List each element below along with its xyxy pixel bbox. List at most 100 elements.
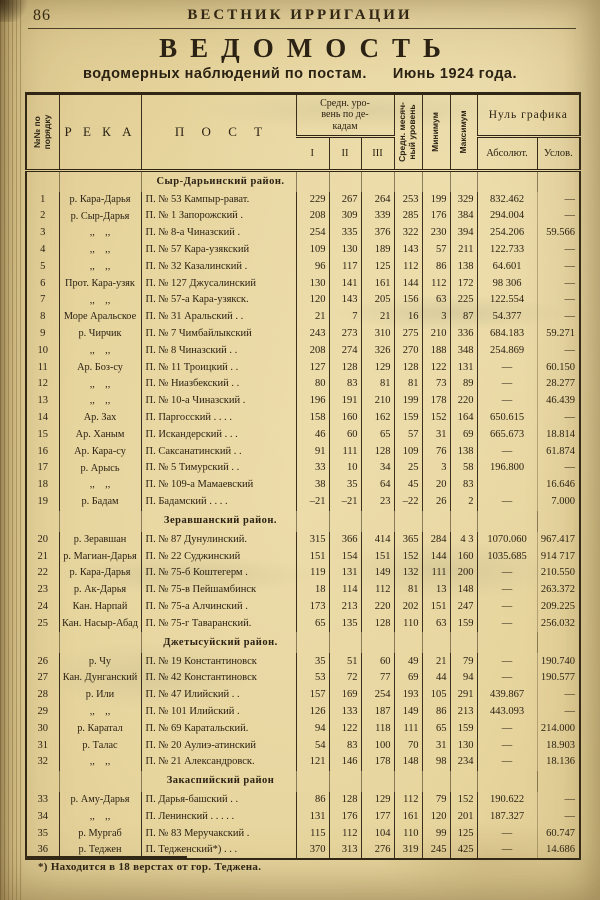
cell-river: р. Чу — [58, 653, 141, 671]
cell-zero-absolute: 443.093 — [476, 703, 538, 721]
cell-decade-1: 151 — [295, 548, 329, 566]
cell-number: 11 — [37, 361, 48, 373]
cell-river: ,, ,, — [58, 754, 141, 771]
cell-minimum: 57 — [421, 241, 451, 259]
cell-monthly-average: 148 — [393, 754, 423, 771]
cell-minimum: 245 — [421, 842, 451, 860]
section-title: Закаспийский район — [140, 771, 296, 792]
cell-river: р. Аму-Дарья — [58, 792, 141, 809]
cell-monthly-average: 144 — [393, 275, 423, 293]
cell-zero-conventional: — — [536, 292, 581, 310]
cell-monthly-average: 143 — [393, 241, 423, 259]
cell-maximum — [449, 632, 478, 654]
cell-decade-2: 60 — [328, 426, 361, 444]
cell-decade-3: 161 — [360, 275, 395, 293]
cell-monthly-average: 322 — [393, 225, 423, 242]
cell-number: 31 — [37, 739, 49, 751]
cell-post: П. № 8 Чиназский . . — [140, 342, 296, 360]
cell-post: П. № 101 Илийский . — [140, 703, 296, 721]
table-row: 21 р. Магиан-Дарья П. № 22 Суджинский 151 15… — [26, 548, 581, 566]
cell-number: 22 — [37, 567, 49, 579]
cell-decade-1 — [295, 510, 329, 532]
cell-minimum: 99 — [421, 825, 451, 843]
table-body: Сыр-Дарьинский район. 1 р. Кара-Дарья П. № … — [26, 170, 581, 860]
cell-minimum: 284 — [421, 531, 451, 549]
cell-maximum: 211 — [449, 241, 478, 259]
cell-number: 36 — [37, 844, 49, 856]
cell-zero-absolute: 254.206 — [476, 225, 538, 242]
cell-zero-absolute: 190.622 — [476, 792, 538, 809]
cell-decade-2: 160 — [328, 409, 361, 427]
cell-maximum: 234 — [449, 754, 478, 771]
cell-post: П. № 57-а Кара-узякск. — [140, 292, 296, 310]
cell-decade-2: 213 — [328, 598, 361, 616]
cell-decade-1: 229 — [295, 191, 329, 209]
subtitle-period: Июнь 1924 года. — [392, 66, 517, 82]
cell-decade-2: 51 — [328, 653, 361, 671]
cell-decade-3: 23 — [360, 493, 395, 511]
cell-river: р. Кара-Дарья — [58, 565, 141, 583]
column-header-zero-absolute: Абсолют. — [476, 136, 538, 172]
cell-decade-2 — [328, 771, 361, 792]
cell-zero-conventional: 46.439 — [536, 393, 581, 410]
cell-minimum: 31 — [421, 737, 451, 755]
cell-river: ,, ,, — [58, 477, 141, 494]
cell-minimum: 188 — [421, 342, 451, 360]
cell-decade-2: 117 — [328, 258, 361, 276]
cell-maximum: 247 — [449, 598, 478, 616]
cell-monthly-average: 16 — [393, 309, 423, 326]
cell-number: 20 — [37, 533, 49, 545]
cell-zero-absolute: — — [476, 376, 538, 394]
cell-decade-1: 121 — [295, 754, 329, 771]
cell-maximum: 130 — [449, 737, 478, 755]
cell-decade-1: 127 — [295, 359, 329, 377]
page-number: 86 — [33, 7, 51, 24]
section-title: Сыр-Дарьинский район. — [140, 170, 296, 192]
cell-river: Ар. Кара-су — [58, 443, 141, 461]
cell-zero-conventional: — — [536, 258, 581, 276]
cell-maximum: 125 — [449, 825, 478, 843]
cell-decade-3: 220 — [360, 598, 395, 616]
cell-zero-absolute — [476, 771, 538, 792]
cell-minimum: 86 — [421, 703, 451, 721]
cell-monthly-average — [393, 632, 423, 654]
book-binding-edge — [0, 0, 22, 900]
cell-maximum — [449, 771, 478, 792]
table-header: №№ по порядку Р Е К А П О С Т Средн. уро… — [26, 93, 581, 172]
cell-post: П. № 19 Константиновск — [140, 653, 296, 671]
cell-monthly-average: 81 — [393, 376, 423, 394]
cell-monthly-average: 285 — [393, 208, 423, 226]
cell-maximum — [449, 170, 478, 192]
cell-zero-absolute: — — [476, 737, 538, 755]
cell-zero-absolute: — — [476, 565, 538, 583]
cell-decade-2: 35 — [328, 477, 361, 494]
cell-zero-absolute: — — [476, 598, 538, 616]
cell-decade-3: 376 — [360, 225, 395, 242]
cell-river: Кан. Нарпай — [58, 598, 141, 616]
table-row: 13 ,, ,, П. № 10-а Чиназский . 196 191 210 199… — [26, 393, 581, 410]
cell-decade-2: 83 — [328, 376, 361, 394]
cell-post: П. Ленинский . . . . . — [140, 808, 296, 826]
cell-river: ,, ,, — [58, 241, 141, 259]
cell-zero-absolute: — — [476, 825, 538, 843]
cell-post: П. № 75-г Таваранский. — [140, 615, 296, 633]
cell-river: Кан. Насыр-Абад — [58, 615, 141, 633]
cell-decade-3: 414 — [360, 531, 395, 549]
cell-decade-2: 143 — [328, 292, 361, 310]
cell-zero-absolute: 64.601 — [476, 258, 538, 276]
cell-zero-absolute: 254.869 — [476, 342, 538, 360]
cell-post: П. № 5 Тимурский . . — [140, 460, 296, 478]
cell-decade-3: 264 — [360, 191, 395, 209]
table-row: 36 р. Теджен П. Тедженский*) . . . 370 313 27… — [26, 842, 581, 860]
cell-zero-absolute — [476, 510, 538, 532]
cell-river: Ар. Зах — [58, 409, 141, 427]
cell-minimum: 3 — [421, 309, 451, 326]
cell-decade-1: 54 — [295, 737, 329, 755]
cell-number: 17 — [37, 462, 49, 474]
cell-decade-2: 366 — [328, 531, 361, 549]
cell-river: ,, ,, — [58, 703, 141, 721]
table-row: 35 р. Мургаб П. № 83 Меручакский . 115 112 10… — [26, 825, 581, 843]
table-row: 15 Ар. Ханым П. Искандерский . . . 46 60 65 57… — [26, 426, 581, 444]
cell-decade-1: 18 — [295, 582, 329, 599]
